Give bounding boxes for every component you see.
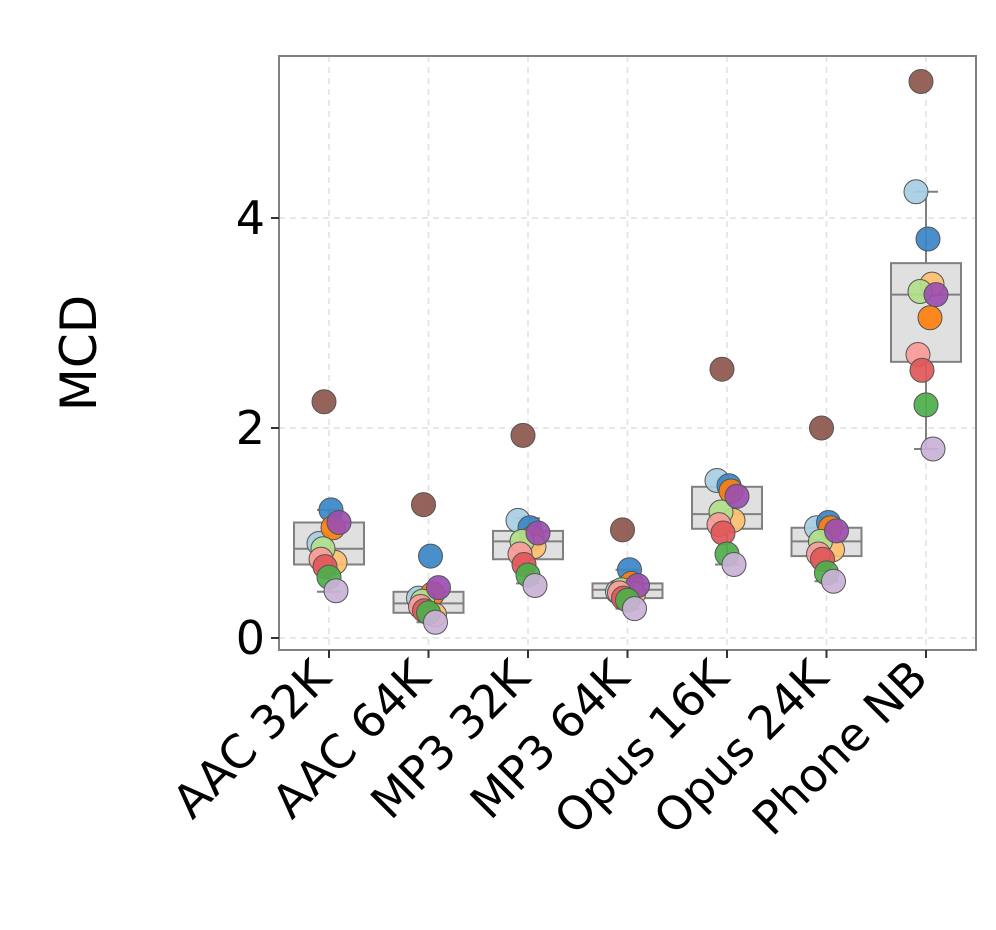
grid (279, 56, 976, 650)
y-tick-label: 2 (236, 401, 265, 455)
data-point (323, 578, 349, 604)
y-axis-title: MCD (50, 295, 108, 412)
data-point (710, 520, 736, 546)
data-point (610, 517, 635, 543)
data-point (423, 609, 448, 635)
data-point (311, 389, 337, 415)
data-points (306, 69, 949, 635)
data-point (426, 575, 451, 601)
data-point (525, 520, 551, 546)
data-point (913, 392, 939, 418)
data-point (908, 69, 934, 94)
data-point (824, 518, 849, 544)
data-point (909, 357, 935, 383)
data-point (724, 483, 750, 509)
data-point (709, 356, 735, 382)
data-point (917, 305, 943, 331)
data-point (915, 226, 941, 252)
data-point (809, 415, 834, 441)
data-point (522, 573, 548, 598)
data-point (821, 568, 846, 594)
data-point (903, 179, 929, 205)
y-tick-label: 0 (236, 611, 265, 665)
data-point (326, 510, 352, 535)
y-tick-label: 4 (236, 191, 265, 245)
data-point (721, 552, 747, 577)
data-point (510, 422, 536, 448)
data-point (920, 436, 946, 462)
data-point (411, 492, 436, 518)
data-point (622, 596, 647, 622)
data-point (418, 543, 443, 569)
data-point (923, 282, 949, 308)
